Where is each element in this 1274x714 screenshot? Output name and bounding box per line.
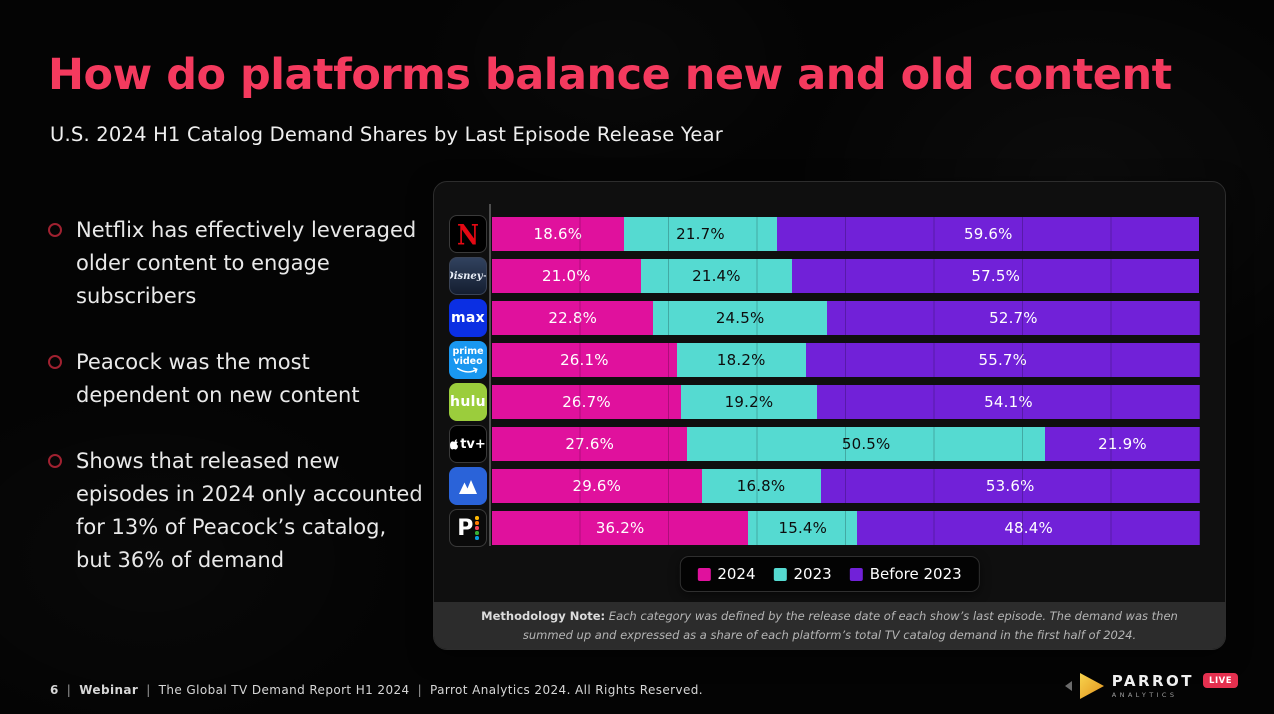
logo-brand-text: PARROT [1111, 671, 1195, 690]
bar-segment: 52.7% [826, 301, 1200, 335]
legend-label: Before 2023 [869, 565, 962, 583]
bullet-text: Peacock was the most dependent on new co… [76, 349, 360, 407]
back-arrow-icon [1064, 681, 1072, 691]
legend-label: 2023 [793, 565, 832, 583]
bar-segment: 27.6% [492, 427, 688, 461]
chart-row: hulu 26.7% 19.2% 54.1% [449, 383, 1200, 421]
bullet-item: Netflix has effectively leveraged older … [48, 214, 424, 313]
bar-track: 29.6% 16.8% 53.6% [492, 469, 1200, 503]
footer-separator: | [146, 683, 151, 697]
bullet-item: Shows that released new episodes in 2024… [48, 445, 424, 577]
footer-webinar-label: Webinar [79, 683, 139, 697]
methodology-text: Methodology Note: Each category was defi… [472, 607, 1187, 644]
bar-segment: 26.1% [492, 343, 677, 377]
bar-track: 27.6% 50.5% 21.9% [492, 427, 1200, 461]
bullet-item: Peacock was the most dependent on new co… [48, 346, 424, 412]
max-icon: max [449, 299, 487, 337]
methodology-note: Methodology Note: Each category was defi… [434, 602, 1225, 649]
bullet-ring-icon [48, 223, 62, 237]
chart-row: N 18.6% 21.7% 59.6% [449, 215, 1200, 253]
legend-item: Before 2023 [849, 565, 962, 583]
chart-axis-line [489, 204, 491, 546]
chart-row: 29.6% 16.8% 53.6% [449, 467, 1200, 505]
bar-segment: 59.6% [777, 217, 1200, 251]
legend-label: 2024 [717, 565, 756, 583]
footer-report-title: The Global TV Demand Report H1 2024 [158, 683, 410, 697]
bar-segment: 29.6% [492, 469, 702, 503]
chart-row: max 22.8% 24.5% 52.7% [449, 299, 1200, 337]
bar-segment: 53.6% [820, 469, 1200, 503]
bar-segment: 24.5% [653, 301, 827, 335]
methodology-body: Each category was defined by the release… [522, 609, 1178, 642]
hulu-icon: hulu [449, 383, 487, 421]
footer-rights: Parrot Analytics 2024. All Rights Reserv… [430, 683, 704, 697]
logo-sub-text: ANALYTICS [1111, 690, 1178, 699]
chart-row: P 36.2% 15.4% 48.4% [449, 509, 1200, 547]
prime-video-icon: prime video [449, 341, 487, 379]
bar-segment: 19.2% [681, 385, 817, 419]
logo-text: PARROT ANALYTICS [1111, 671, 1195, 699]
live-badge: LIVE [1203, 673, 1238, 688]
bar-segment: 21.0% [492, 259, 641, 293]
footer-separator: | [66, 683, 72, 697]
netflix-icon: N [449, 215, 487, 253]
bullet-ring-icon [48, 453, 62, 468]
bullet-text: Netflix has effectively leveraged older … [76, 218, 417, 308]
bar-segment: 48.4% [857, 511, 1200, 545]
footer: 6 | Webinar | The Global TV Demand Repor… [50, 683, 703, 697]
bar-segment: 50.5% [687, 427, 1045, 461]
legend-item: 2023 [773, 565, 832, 583]
bar-segment: 21.9% [1044, 427, 1200, 461]
parrot-analytics-logo: PARROT ANALYTICS LIVE [1064, 671, 1238, 700]
bar-segment: 15.4% [748, 511, 858, 545]
footer-separator: | [417, 683, 423, 697]
chart-row: prime video 26.1% 18.2% 55.7% [449, 341, 1200, 379]
bar-segment: 18.6% [492, 217, 624, 251]
chart-rows: N18.6%21.7%59.6%Disney+21.0%21.4%57.5%ma… [449, 215, 1200, 553]
bar-segment: 57.5% [792, 259, 1200, 293]
bar-segment: 22.8% [492, 301, 654, 335]
bar-track: 21.0% 21.4% 57.5% [492, 259, 1200, 293]
chart-row: Disney+21.0%21.4%57.5% [449, 257, 1200, 295]
bar-track: 36.2% 15.4% 48.4% [492, 511, 1200, 545]
paramount-plus-icon [449, 467, 487, 505]
bullet-list: Netflix has effectively leveraged older … [48, 214, 424, 610]
legend-swatch-icon [697, 567, 711, 581]
disney-plus-icon: Disney+ [449, 257, 487, 295]
methodology-label: Methodology Note: [481, 609, 606, 624]
page-number: 6 [50, 683, 59, 697]
bar-segment: 54.1% [816, 385, 1200, 419]
bar-track: 26.1% 18.2% 55.7% [492, 343, 1200, 377]
bullet-ring-icon [48, 354, 62, 369]
bar-track: 26.7% 19.2% 54.1% [492, 385, 1200, 419]
chart-row: tv+ 27.6% 50.5% 21.9% [449, 425, 1200, 463]
legend-item: 2024 [697, 565, 756, 583]
apple-tv-plus-icon: tv+ [449, 425, 487, 463]
legend-swatch-icon [849, 567, 863, 581]
bar-segment: 21.4% [640, 259, 793, 293]
bar-segment: 36.2% [492, 511, 749, 545]
bar-segment: 26.7% [492, 385, 682, 419]
page-title: How do platforms balance new and old con… [48, 50, 1172, 100]
bar-segment: 16.8% [701, 469, 821, 503]
bullet-text: Shows that released new episodes in 2024… [76, 448, 423, 572]
parrot-triangle-icon [1079, 673, 1104, 699]
bar-segment: 55.7% [805, 343, 1200, 377]
chart-legend: 2024 2023 Before 2023 [679, 556, 980, 592]
legend-swatch-icon [773, 567, 787, 581]
chart-panel: N18.6%21.7%59.6%Disney+21.0%21.4%57.5%ma… [433, 181, 1226, 650]
bar-segment: 21.7% [623, 217, 778, 251]
chart-subtitle: U.S. 2024 H1 Catalog Demand Shares by La… [50, 123, 723, 146]
bar-track: 22.8% 24.5% 52.7% [492, 301, 1200, 335]
bar-segment: 18.2% [676, 343, 806, 377]
peacock-icon: P [449, 509, 487, 547]
bar-track: 18.6% 21.7% 59.6% [492, 217, 1200, 251]
